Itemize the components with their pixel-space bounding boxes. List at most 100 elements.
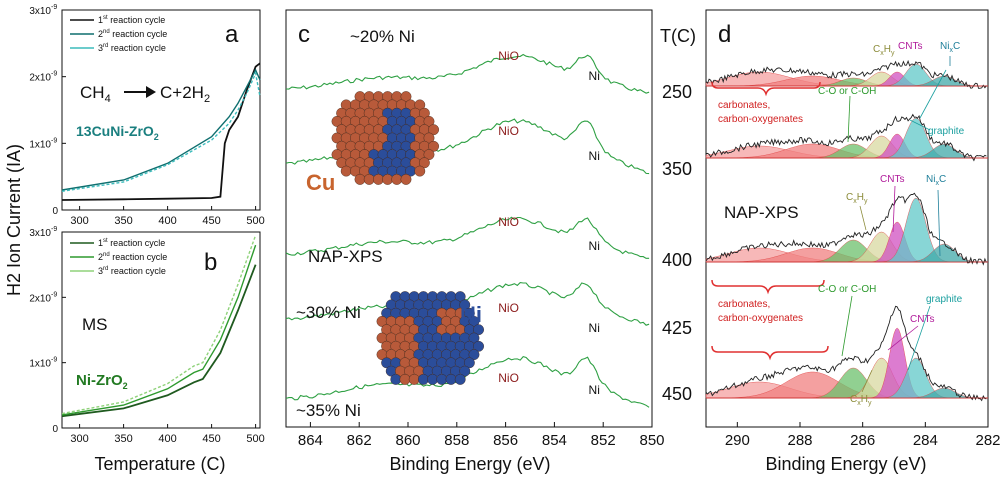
panel-a-legend: 1st reaction cycle 2nd reaction cycle 3r… bbox=[70, 15, 167, 53]
carbonates-bracket-1 bbox=[711, 81, 821, 97]
carbonoxy-label-1: carbon-oxygenates bbox=[718, 114, 803, 125]
temp-425: 425 bbox=[662, 318, 692, 338]
d-xtick-label-3: 284 bbox=[913, 432, 938, 449]
panel-b-series-3 bbox=[61, 235, 257, 415]
panel-a: a 1st reaction cycle 2nd reaction cycle … bbox=[61, 9, 261, 211]
nio-label-4: NiO bbox=[498, 371, 519, 385]
cu-cluster-atom bbox=[423, 149, 435, 161]
reaction-arrow-head bbox=[146, 86, 156, 98]
ni-cluster-atom bbox=[468, 315, 480, 327]
ni-peak-label-3: Ni bbox=[589, 321, 600, 335]
cu-cluster-atom bbox=[354, 173, 366, 185]
cu-cluster-atom bbox=[382, 173, 393, 185]
panel-a-ytick-exp-2: -9 bbox=[51, 71, 57, 78]
carbonates-bracket-3 bbox=[711, 345, 829, 361]
ni-cluster-atom bbox=[399, 373, 411, 385]
cu-cluster-atom bbox=[340, 165, 352, 177]
carbonates-bracket-2 bbox=[711, 279, 825, 295]
nio-label-1: NiO bbox=[498, 124, 519, 138]
cu-cluster-atom bbox=[423, 116, 435, 127]
panel-c-axes: 864 862 860 858 856 854 852 850 bbox=[298, 422, 665, 449]
cu-cluster-atom bbox=[428, 124, 439, 136]
panel-b-xtick-label-1: 350 bbox=[114, 433, 132, 445]
panel-a-frame bbox=[61, 9, 261, 211]
d-xtick-label-0: 290 bbox=[725, 432, 750, 449]
panel-a-xtick-label-2: 400 bbox=[158, 215, 176, 227]
cu-cluster-atom bbox=[414, 165, 426, 177]
panel-b-series-1 bbox=[61, 264, 257, 418]
d-xtick-label-1: 288 bbox=[787, 432, 812, 449]
panel-a-xtick-label-4: 500 bbox=[246, 215, 264, 227]
ni-cluster-atom bbox=[454, 291, 466, 302]
chy-label-2: CxHy bbox=[846, 192, 868, 205]
panel-d-letter: d bbox=[718, 21, 731, 48]
ni-label: Ni bbox=[460, 302, 482, 327]
cu-cluster-atom bbox=[428, 140, 439, 152]
panel-b-ytick-exp-3: -9 bbox=[51, 226, 57, 233]
cnts-label-1: CNTs bbox=[898, 41, 922, 52]
ni-cluster-atom bbox=[473, 340, 484, 352]
panel-b-ytick-label-1: 1x10 bbox=[29, 359, 51, 370]
cnts-label-2: CNTs bbox=[880, 174, 904, 185]
cu-ni-cluster-cu-rich bbox=[331, 91, 439, 185]
chy-label-1: CxHy bbox=[873, 44, 895, 57]
ni-cluster-atom bbox=[427, 373, 438, 385]
d-raw-spectrum-1 bbox=[705, 113, 987, 162]
temp-450: 450 bbox=[662, 384, 692, 404]
ni-cluster-atom bbox=[459, 299, 471, 311]
cu-cluster-atom bbox=[363, 173, 375, 185]
legend-a-label-1: 1st reaction cycle bbox=[98, 15, 165, 25]
pct-35-label: ~35% Ni bbox=[296, 401, 361, 420]
d-xtick-label-2: 286 bbox=[850, 432, 875, 449]
xps-trace-400 bbox=[285, 216, 650, 259]
c-xtick-label-6: 852 bbox=[591, 432, 616, 449]
ni-peak-label-4: Ni bbox=[589, 383, 600, 397]
panel-a-ytick-label-2: 2x10 bbox=[29, 73, 51, 84]
coh-label-2: C-O or C-OH bbox=[818, 284, 876, 295]
temp-350: 350 bbox=[662, 159, 692, 179]
ni-cluster-atom bbox=[468, 349, 480, 360]
catalyst-a-label: 13CuNi-ZrO2 bbox=[76, 123, 159, 142]
legend-b-label-1: 1st reaction cycle bbox=[98, 238, 165, 248]
graphite-label-1: graphite bbox=[928, 126, 965, 137]
temp-400: 400 bbox=[662, 250, 692, 270]
ni-cluster-atom bbox=[445, 373, 457, 385]
legend-a-label-2: 2nd reaction cycle bbox=[98, 29, 167, 39]
ni-peak-label-0: Ni bbox=[589, 69, 600, 83]
panel-b-ytick-label-0: 0 bbox=[52, 424, 58, 435]
panel-d-leader-lines bbox=[841, 56, 951, 393]
carbonoxy-label-2: carbon-oxygenates bbox=[718, 313, 803, 324]
c-xtick-label-2: 860 bbox=[395, 432, 420, 449]
pct-20-label: ~20% Ni bbox=[350, 27, 415, 46]
panel-a-ytick-exp-3: -9 bbox=[51, 4, 57, 11]
cu-cluster-atom bbox=[414, 99, 426, 111]
ms-label: MS bbox=[82, 315, 108, 334]
panel-b-xtick-label-2: 400 bbox=[158, 433, 176, 445]
cnts-label-3: CNTs bbox=[910, 314, 934, 325]
panel-d: d NAP-XPS CxHy CNTs NixC C-O or C-OH gra… bbox=[705, 9, 989, 428]
leader-chy-2 bbox=[859, 205, 867, 231]
temperature-column: T(C) 250 350 400 425 450 bbox=[660, 26, 696, 404]
legend-a-label-3: 3rd reaction cycle bbox=[98, 43, 166, 53]
ni-cluster-atom bbox=[417, 373, 429, 385]
xps-trace-250 bbox=[285, 53, 650, 94]
panel-b-xtick-label-4: 500 bbox=[246, 433, 264, 445]
d-xlabel: Binding Energy (eV) bbox=[765, 454, 926, 474]
panel-b-series bbox=[61, 235, 257, 418]
leader-coh-1 bbox=[847, 95, 851, 143]
nap-xps-d-label: NAP-XPS bbox=[724, 203, 799, 222]
panel-a-ytick-label-3: 3x10 bbox=[29, 6, 51, 17]
nixc-label-1: NixC bbox=[940, 41, 960, 54]
panel-b-ytick-label-2: 2x10 bbox=[29, 293, 51, 304]
panel-c-frame bbox=[285, 9, 653, 428]
cu-ni-cluster-ni-rich bbox=[376, 291, 484, 385]
cu-cluster-atom bbox=[418, 107, 430, 119]
cu-cluster-atom bbox=[400, 91, 412, 103]
panel-a-xtick-label-0: 300 bbox=[70, 215, 88, 227]
panel-b-ytick-exp-2: -9 bbox=[51, 291, 57, 298]
coh-label-1: C-O or C-OH bbox=[818, 86, 876, 97]
panel-d-spectra bbox=[705, 59, 988, 402]
cu-cluster-atom bbox=[418, 157, 430, 169]
